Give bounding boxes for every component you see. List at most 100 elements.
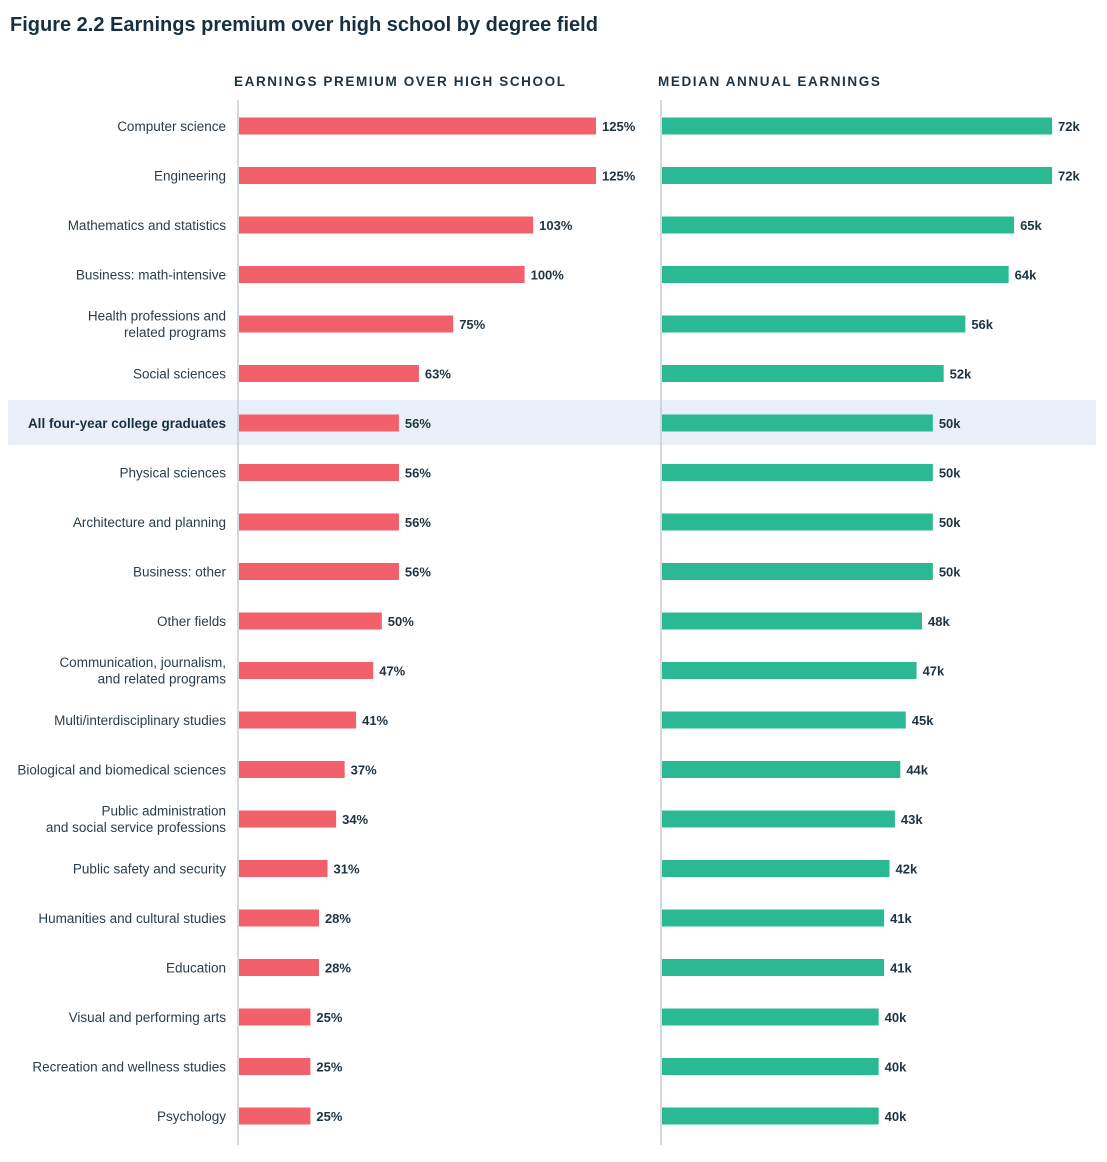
bar-2: [662, 464, 933, 481]
bar-2: [662, 909, 885, 927]
bar-1: [239, 860, 328, 877]
bar-2: [662, 167, 1052, 184]
category-label: Architecture and planning: [73, 515, 226, 530]
value-label-1: 56%: [405, 515, 431, 530]
value-label-2: 43k: [901, 812, 923, 827]
category-label: Mathematics and statistics: [68, 218, 227, 233]
bar-1: [239, 1058, 311, 1075]
value-label-2: 56k: [971, 317, 993, 332]
category-label: Other fields: [157, 614, 226, 629]
category-label-line: Public administration: [101, 804, 226, 819]
category-label: Business: other: [133, 565, 227, 580]
bar-1: [239, 513, 399, 531]
category-label: Recreation and wellness studies: [32, 1060, 226, 1075]
value-label-1: 50%: [388, 614, 414, 629]
bar-1: [239, 365, 419, 382]
value-label-1: 34%: [342, 812, 368, 827]
category-label: Communication, journalism, and related pr…: [59, 655, 226, 687]
category-label: Engineering: [154, 169, 226, 184]
bar-2: [662, 365, 944, 382]
bar-2: [662, 1008, 879, 1026]
value-label-1: 25%: [316, 1060, 342, 1075]
bar-1: [239, 1008, 311, 1026]
value-label-1: 103%: [539, 218, 573, 233]
category-label-line: and related programs: [98, 672, 227, 687]
bar-1: [239, 711, 357, 729]
category-label: Public administration and social service …: [46, 804, 226, 836]
value-label-2: 42k: [896, 862, 918, 877]
value-label-2: 65k: [1020, 218, 1042, 233]
chart-title: Figure 2.2 Earnings premium over high sc…: [10, 14, 598, 36]
value-label-2: 45k: [912, 713, 934, 728]
value-label-1: 47%: [379, 664, 405, 679]
bar-1: [239, 216, 534, 234]
bar-1: [239, 315, 454, 333]
value-label-2: 48k: [928, 614, 950, 629]
category-label: Education: [166, 961, 226, 976]
category-label: Visual and performing arts: [69, 1010, 227, 1025]
category-label: Business: math-intensive: [76, 268, 226, 283]
bar-1: [239, 662, 374, 679]
bar-2: [662, 1107, 879, 1125]
value-label-2: 44k: [906, 763, 928, 778]
category-label: Social sciences: [133, 367, 226, 382]
bar-2: [662, 662, 917, 679]
bar-1: [239, 563, 399, 580]
value-label-1: 125%: [602, 119, 636, 134]
bar-2: [662, 315, 966, 333]
bar-2: [662, 1058, 879, 1075]
bar-2: [662, 860, 890, 877]
category-label: Psychology: [157, 1109, 226, 1124]
value-label-1: 28%: [325, 961, 351, 976]
category-label: Computer science: [117, 119, 226, 134]
value-label-1: 100%: [531, 268, 565, 283]
bar-1: [239, 909, 319, 927]
value-label-1: 63%: [425, 367, 451, 382]
bar-1: [239, 167, 596, 184]
value-label-2: 50k: [939, 416, 961, 431]
value-label-2: 72k: [1058, 169, 1080, 184]
value-label-1: 125%: [602, 169, 636, 184]
category-label-line: Communication, journalism,: [59, 655, 226, 670]
bar-1: [239, 414, 399, 432]
value-label-1: 25%: [316, 1010, 342, 1025]
value-label-2: 40k: [885, 1060, 907, 1075]
category-label: Biological and biomedical sciences: [17, 763, 226, 778]
value-label-1: 31%: [334, 862, 360, 877]
bar-1: [239, 959, 319, 976]
value-label-1: 75%: [459, 317, 485, 332]
value-label-2: 50k: [939, 565, 961, 580]
value-label-2: 41k: [890, 961, 912, 976]
bar-2: [662, 216, 1015, 234]
value-label-2: 72k: [1058, 119, 1080, 134]
bar-2: [662, 711, 906, 729]
bar-2: [662, 761, 901, 778]
category-label: Physical sciences: [119, 466, 226, 481]
bar-1: [239, 612, 382, 630]
category-label: Humanities and cultural studies: [38, 911, 226, 926]
value-label-2: 47k: [923, 664, 945, 679]
bar-1: [239, 1107, 311, 1125]
value-label-2: 64k: [1015, 268, 1037, 283]
value-label-1: 56%: [405, 416, 431, 431]
value-label-2: 40k: [885, 1010, 907, 1025]
value-label-2: 41k: [890, 911, 912, 926]
value-label-1: 56%: [405, 565, 431, 580]
bar-1: [239, 266, 525, 283]
category-label: All four-year college graduates: [28, 416, 226, 431]
value-label-1: 41%: [362, 713, 388, 728]
bar-2: [662, 513, 933, 531]
category-label-line: Health professions and: [88, 309, 226, 324]
value-label-2: 50k: [939, 515, 961, 530]
value-label-1: 25%: [316, 1109, 342, 1124]
value-label-1: 56%: [405, 466, 431, 481]
bar-1: [239, 464, 399, 481]
value-label-1: 37%: [351, 763, 377, 778]
value-label-2: 40k: [885, 1109, 907, 1124]
category-label: Public safety and security: [73, 862, 226, 877]
value-label-2: 50k: [939, 466, 961, 481]
category-label: Health professions and related programs: [88, 309, 226, 341]
bar-1: [239, 117, 596, 135]
value-label-1: 28%: [325, 911, 351, 926]
bar-2: [662, 117, 1052, 135]
